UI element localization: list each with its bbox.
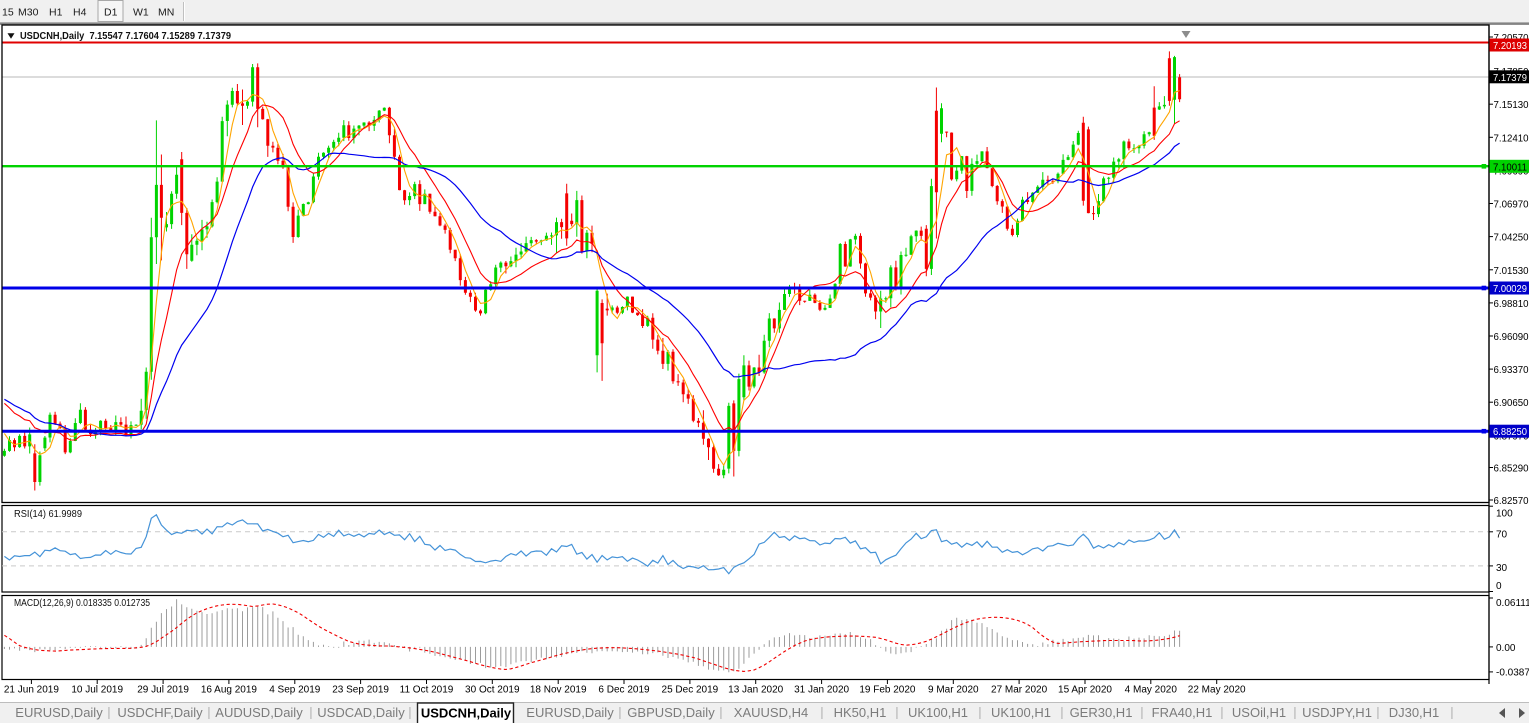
svg-text:DJ30,H1: DJ30,H1 xyxy=(1389,705,1440,720)
svg-text:|: | xyxy=(719,705,722,720)
svg-text:23 Sep 2019: 23 Sep 2019 xyxy=(332,685,389,696)
svg-text:|: | xyxy=(820,705,823,720)
svg-text:USDCNH,Daily 7.15547 7.17604: USDCNH,Daily 7.15547 7.17604 7.15289 7.1… xyxy=(20,31,231,42)
svg-text:19 Feb 2020: 19 Feb 2020 xyxy=(859,685,916,696)
svg-text:MN: MN xyxy=(158,7,174,19)
svg-text:7.00029: 7.00029 xyxy=(1493,284,1527,295)
svg-text:16 Aug 2019: 16 Aug 2019 xyxy=(201,685,258,696)
svg-text:15: 15 xyxy=(2,7,14,19)
svg-text:7.10011: 7.10011 xyxy=(1493,162,1527,173)
svg-text:6.85290: 6.85290 xyxy=(1494,464,1529,475)
svg-text:30: 30 xyxy=(1496,563,1508,574)
svg-text:M30: M30 xyxy=(18,7,39,19)
svg-text:UK100,H1: UK100,H1 xyxy=(908,705,968,720)
svg-text:7.20193: 7.20193 xyxy=(1493,41,1527,52)
svg-text:22 May 2020: 22 May 2020 xyxy=(1188,685,1246,696)
svg-text:H1: H1 xyxy=(49,7,63,19)
svg-text:-0.03877: -0.03877 xyxy=(1496,668,1529,679)
svg-text:|: | xyxy=(895,705,898,720)
svg-text:H4: H4 xyxy=(73,7,87,19)
svg-text:|: | xyxy=(618,705,621,720)
svg-text:GER30,H1: GER30,H1 xyxy=(1070,705,1133,720)
svg-text:HK50,H1: HK50,H1 xyxy=(834,705,887,720)
svg-text:6.98810: 6.98810 xyxy=(1494,299,1529,310)
svg-text:USDCHF,Daily: USDCHF,Daily xyxy=(117,705,203,720)
svg-text:UK100,H1: UK100,H1 xyxy=(991,705,1051,720)
svg-text:XAUUSD,H4: XAUUSD,H4 xyxy=(734,705,808,720)
svg-text:D1: D1 xyxy=(104,7,118,19)
svg-text:18 Nov 2019: 18 Nov 2019 xyxy=(530,685,587,696)
svg-text:RSI(14) 61.9989: RSI(14) 61.9989 xyxy=(14,509,82,520)
svg-text:|: | xyxy=(408,705,411,720)
svg-text:6 Dec 2019: 6 Dec 2019 xyxy=(598,685,650,696)
svg-text:|: | xyxy=(1060,705,1063,720)
svg-text:EURUSD,Daily: EURUSD,Daily xyxy=(15,705,103,720)
svg-text:FRA40,H1: FRA40,H1 xyxy=(1152,705,1213,720)
svg-text:USDCAD,Daily: USDCAD,Daily xyxy=(317,705,405,720)
svg-text:21 Jun 2019: 21 Jun 2019 xyxy=(4,685,59,696)
svg-text:6.90650: 6.90650 xyxy=(1494,398,1529,409)
svg-text:6.82570: 6.82570 xyxy=(1494,496,1529,507)
svg-text:100: 100 xyxy=(1496,508,1513,519)
svg-text:|: | xyxy=(207,705,210,720)
svg-text:30 Oct 2019: 30 Oct 2019 xyxy=(465,685,520,696)
svg-text:6.93370: 6.93370 xyxy=(1494,365,1529,376)
svg-text:0.00: 0.00 xyxy=(1496,643,1516,654)
svg-text:7.15130: 7.15130 xyxy=(1494,100,1529,111)
svg-text:29 Jul 2019: 29 Jul 2019 xyxy=(137,685,189,696)
svg-text:7.06970: 7.06970 xyxy=(1494,200,1529,211)
svg-text:7.04250: 7.04250 xyxy=(1494,233,1529,244)
svg-text:11 Oct 2019: 11 Oct 2019 xyxy=(400,685,454,696)
svg-text:0: 0 xyxy=(1496,581,1502,592)
svg-text:4 Sep 2019: 4 Sep 2019 xyxy=(269,685,321,696)
svg-text:|: | xyxy=(107,705,110,720)
svg-text:7.12410: 7.12410 xyxy=(1494,133,1529,144)
svg-text:25 Dec 2019: 25 Dec 2019 xyxy=(662,685,719,696)
svg-text:USDCNH,Daily: USDCNH,Daily xyxy=(421,706,512,721)
svg-text:6.88250: 6.88250 xyxy=(1493,427,1527,438)
svg-text:70: 70 xyxy=(1496,529,1508,540)
svg-text:MACD(12,26,9) 0.018335 0.01273: MACD(12,26,9) 0.018335 0.012735 xyxy=(14,598,150,609)
svg-text:EURUSD,Daily: EURUSD,Daily xyxy=(526,705,614,720)
svg-text:7.01530: 7.01530 xyxy=(1494,266,1529,277)
svg-text:15 Apr 2020: 15 Apr 2020 xyxy=(1058,685,1112,696)
svg-text:USDJPY,H1: USDJPY,H1 xyxy=(1302,705,1372,720)
svg-text:13 Jan 2020: 13 Jan 2020 xyxy=(728,685,783,696)
svg-text:|: | xyxy=(1376,705,1379,720)
svg-text:4 May 2020: 4 May 2020 xyxy=(1125,685,1178,696)
svg-text:AUDUSD,Daily: AUDUSD,Daily xyxy=(215,705,303,720)
svg-text:|: | xyxy=(309,705,312,720)
svg-text:27 Mar 2020: 27 Mar 2020 xyxy=(991,685,1048,696)
svg-text:0.061119: 0.061119 xyxy=(1496,598,1529,609)
svg-text:|: | xyxy=(978,705,981,720)
svg-text:|: | xyxy=(1220,705,1223,720)
svg-text:6.96090: 6.96090 xyxy=(1494,332,1529,343)
svg-text:31 Jan 2020: 31 Jan 2020 xyxy=(794,685,849,696)
svg-text:|: | xyxy=(1140,705,1143,720)
svg-text:7.17379: 7.17379 xyxy=(1493,73,1527,84)
svg-text:USOil,H1: USOil,H1 xyxy=(1232,705,1286,720)
svg-text:W1: W1 xyxy=(133,7,149,19)
svg-text:9 Mar 2020: 9 Mar 2020 xyxy=(928,685,979,696)
svg-text:GBPUSD,Daily: GBPUSD,Daily xyxy=(627,705,715,720)
svg-text:10 Jul 2019: 10 Jul 2019 xyxy=(71,685,123,696)
svg-text:|: | xyxy=(1450,705,1453,720)
svg-text:|: | xyxy=(1293,705,1296,720)
